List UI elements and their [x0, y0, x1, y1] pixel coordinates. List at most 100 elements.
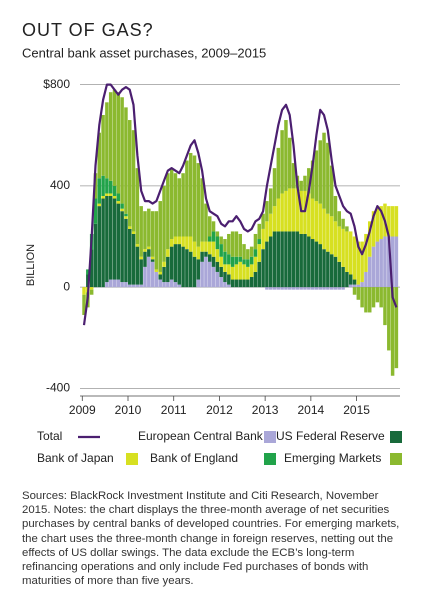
bar-segment: [307, 236, 311, 288]
bar-segment: [154, 269, 159, 272]
bar-segment: [230, 279, 235, 288]
bar-segment: [124, 213, 128, 217]
bar-segment: [268, 287, 273, 290]
bar-segment: [383, 236, 387, 288]
legend-label: Emerging Markets: [284, 451, 381, 465]
bar-segment: [333, 195, 338, 222]
bar-segment: [280, 287, 284, 290]
bar-segment: [234, 279, 239, 288]
bar-segment: [280, 130, 284, 194]
bar-segment: [268, 213, 273, 237]
x-tick-label: 2015: [343, 403, 370, 417]
bar-segment: [288, 287, 292, 290]
bar-segment: [288, 231, 292, 288]
bar-segment: [101, 114, 105, 176]
bar-segment: [112, 279, 117, 288]
bar-segment: [204, 241, 208, 252]
bar-segment: [234, 256, 239, 265]
bar-segment: [333, 221, 338, 257]
bar-segment: [219, 277, 223, 288]
bar-segment: [303, 175, 307, 191]
bar-segment: [105, 195, 109, 283]
bar-segment: [116, 92, 121, 194]
bar-segment: [108, 279, 113, 288]
bar-segment: [200, 251, 204, 262]
bar-segment: [204, 251, 208, 257]
bar-segment: [280, 193, 284, 232]
bar-segment: [249, 256, 254, 265]
bar-segment: [219, 266, 223, 278]
bar-segment: [120, 282, 124, 288]
legend-swatch: [264, 431, 276, 443]
bar-segment: [211, 221, 216, 232]
bar-segment: [162, 185, 166, 262]
bar-segment: [188, 152, 193, 237]
x-tick-label: 2014: [298, 403, 325, 417]
bar-segment: [173, 173, 178, 237]
bar-segment: [299, 190, 303, 234]
bar-segment: [120, 208, 124, 212]
bar-segment: [208, 241, 212, 255]
bar-segment: [299, 233, 303, 288]
bar-segment: [314, 150, 319, 202]
x-tick-label: 2011: [161, 403, 187, 417]
legend-swatch: [390, 453, 402, 465]
bar-segment: [291, 287, 296, 290]
bar-segment: [307, 193, 311, 237]
bar-segment: [105, 193, 109, 196]
bar-segment: [329, 287, 334, 290]
bar-segment: [227, 264, 231, 275]
bar-segment: [139, 284, 143, 288]
bar-segment: [108, 193, 113, 196]
bar-segment: [341, 266, 345, 288]
bar-segment: [97, 178, 101, 204]
bar-segment: [326, 213, 330, 252]
legend-label: US Federal Reserve: [276, 429, 385, 443]
bar-segment: [364, 233, 368, 272]
bar-segment: [185, 236, 189, 250]
bar-segment: [276, 231, 281, 288]
bar-segment: [352, 279, 357, 285]
y-tick-label: $800: [43, 77, 70, 91]
bar-segment: [268, 188, 273, 214]
bar-segment: [150, 261, 155, 288]
bar-segment: [223, 239, 227, 252]
bar-segment: [329, 216, 334, 255]
bar-segment: [154, 211, 159, 270]
bar-segment: [295, 231, 300, 288]
bar-segment: [284, 120, 288, 191]
bar-segment: [310, 239, 315, 288]
bar-segment: [318, 244, 322, 288]
bar-segment: [375, 287, 380, 303]
bar-segment: [128, 120, 132, 227]
bar-segment: [288, 137, 292, 189]
bar-segment: [230, 231, 235, 257]
bar-segment: [318, 140, 322, 204]
bar-segment: [147, 208, 151, 247]
bar-segment: [101, 198, 105, 288]
bar-segment: [230, 266, 235, 280]
bar-segment: [276, 287, 281, 290]
bar-segment: [238, 256, 242, 262]
bar-segment: [253, 271, 258, 288]
bar-segment: [284, 190, 288, 232]
bar-segment: [208, 261, 212, 288]
bar-segment: [379, 239, 383, 288]
bar-segment: [173, 282, 178, 288]
bar-segment: [288, 188, 292, 232]
source-note: Sources: BlackRock Investment Institute …: [22, 490, 400, 588]
bar-segment: [177, 178, 181, 237]
bar-segment: [326, 251, 330, 288]
bar-segment: [227, 233, 231, 255]
bar-segment: [253, 233, 258, 250]
bar-segment: [223, 271, 227, 283]
bar-segment: [223, 282, 227, 288]
bar-segment: [101, 195, 105, 199]
bar-segment: [234, 264, 239, 280]
bar-segment: [108, 195, 113, 280]
bar-segment: [139, 256, 143, 260]
bar-segment: [82, 287, 86, 295]
bar-segment: [211, 231, 216, 242]
bar-segment: [356, 284, 361, 288]
